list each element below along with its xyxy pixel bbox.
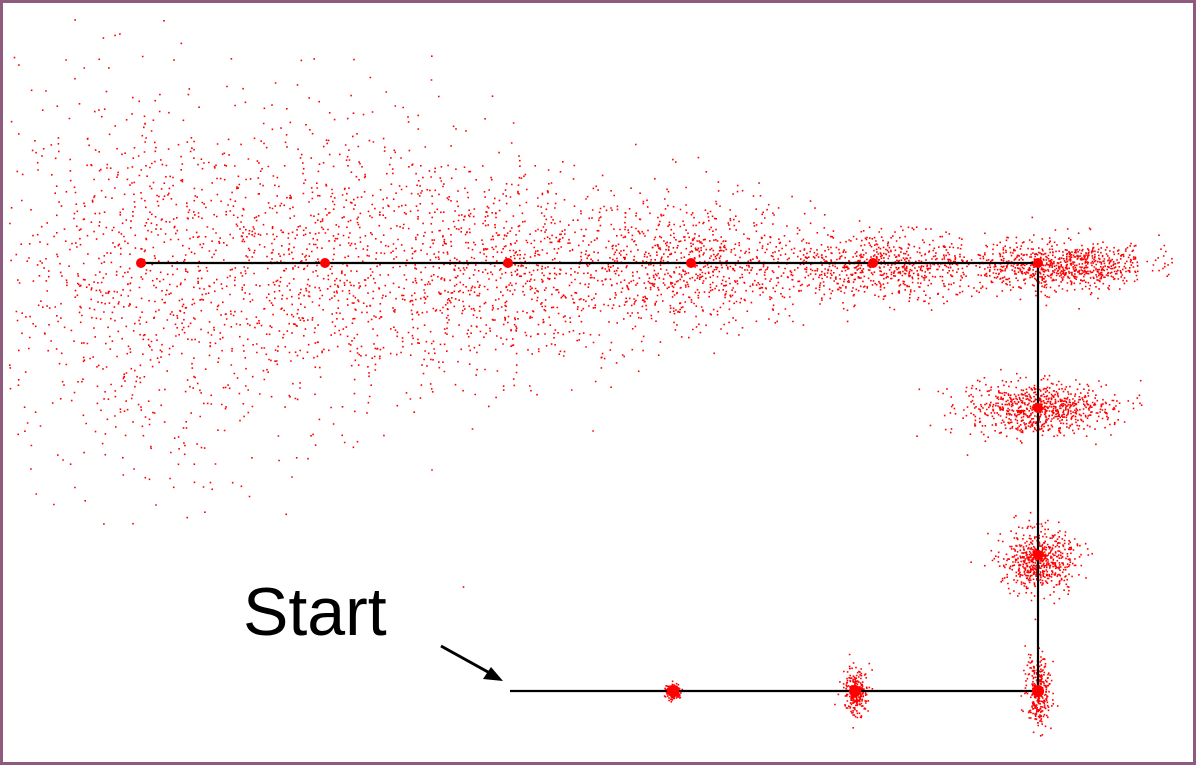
trajectory-node	[686, 258, 696, 268]
trajectory-node	[1033, 550, 1043, 560]
trajectory-node	[1033, 403, 1043, 413]
trajectory-node	[136, 258, 146, 268]
start-arrow-shaft	[440, 644, 498, 679]
trajectory-node	[849, 685, 861, 697]
start-label: Start	[243, 574, 387, 650]
point-cloud-dots	[9, 19, 1173, 737]
start-arrow-head	[483, 667, 503, 681]
trajectory-node	[320, 258, 330, 268]
trajectory-node	[1032, 685, 1044, 697]
start-annotation: Start	[243, 574, 503, 681]
trajectory-line	[141, 261, 1040, 693]
trajectory-node	[503, 258, 513, 268]
trajectory-node	[667, 685, 679, 697]
trajectory-path	[141, 261, 1040, 693]
trajectory-nodes	[136, 258, 1044, 697]
trajectory-diagram: Start	[9, 19, 1173, 737]
trajectory-node	[868, 258, 878, 268]
trajectory-node	[1033, 258, 1043, 268]
point-clouds	[9, 19, 1173, 737]
